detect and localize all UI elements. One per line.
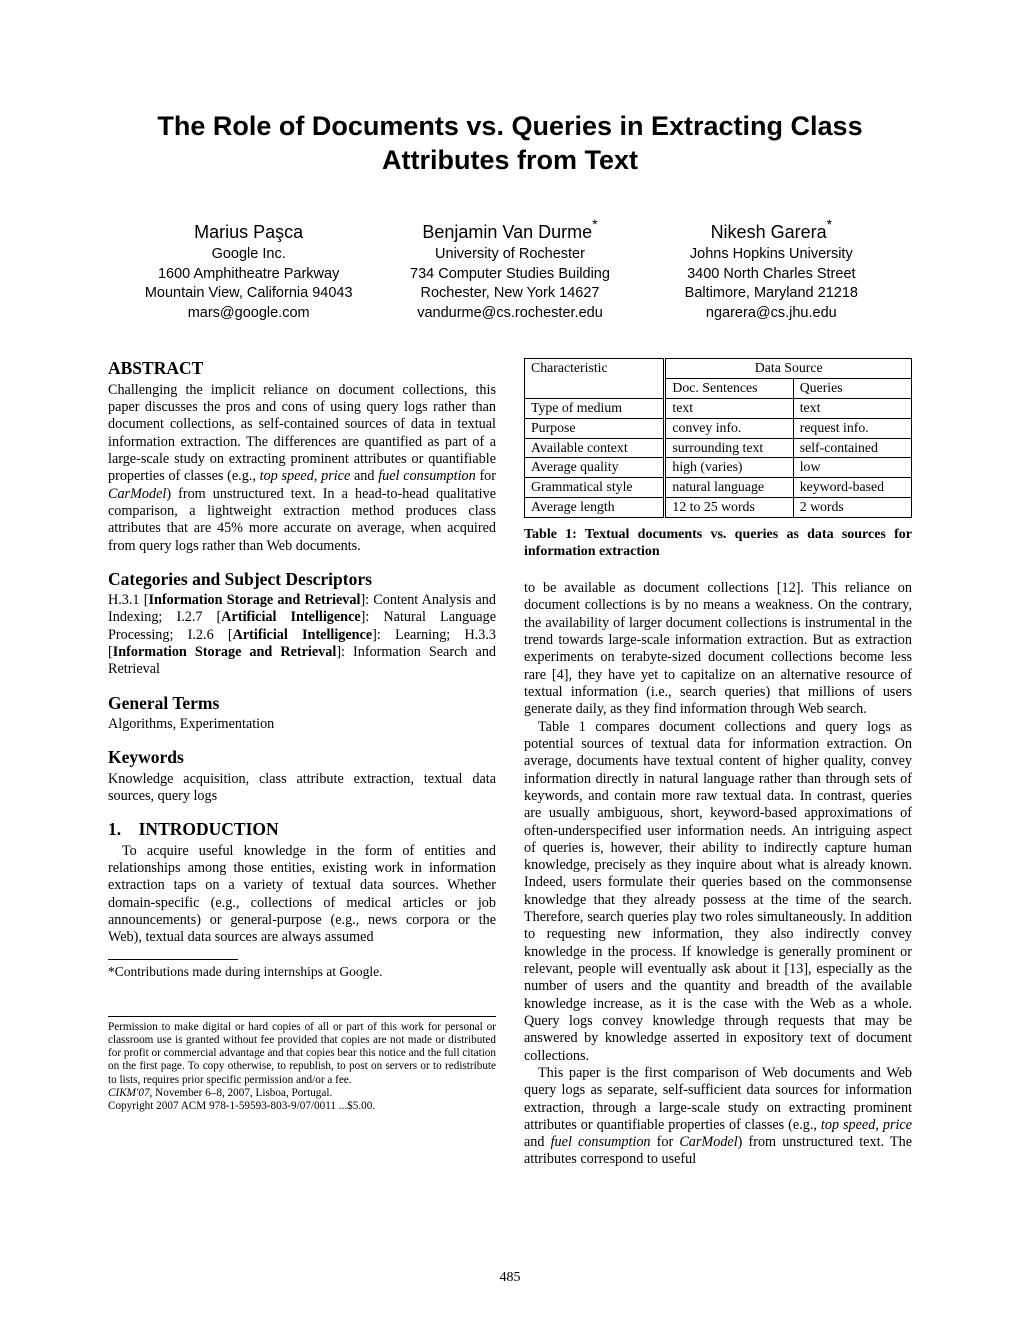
table-sub-doc: Doc. Sentences — [665, 379, 793, 399]
table-row: Average qualityhigh (varies)low — [525, 458, 912, 478]
table-row: Purposeconvey info.request info. — [525, 418, 912, 438]
page-number: 485 — [0, 1270, 1020, 1286]
categories-heading: Categories and Subject Descriptors — [108, 569, 496, 590]
abstract-text: Challenging the implicit reliance on doc… — [108, 382, 496, 555]
author-2-aff: University of Rochester 734 Computer Stu… — [379, 245, 640, 323]
author-3: Nikesh Garera* Johns Hopkins University … — [641, 218, 902, 324]
col2-para-1: to be available as document collections … — [524, 580, 912, 719]
two-column-body: ABSTRACT Challenging the implicit relian… — [108, 358, 912, 1168]
author-2-name: Benjamin Van Durme — [422, 222, 592, 242]
copyright-line: Copyright 2007 ACM 978-1-59593-803-9/07/… — [108, 1100, 375, 1112]
author-1: Marius Paşca Google Inc. 1600 Amphitheat… — [118, 218, 379, 324]
col2-para-2: Table 1 compares document collections an… — [524, 719, 912, 1065]
left-column: ABSTRACT Challenging the implicit relian… — [108, 358, 496, 1168]
author-2-sup: * — [592, 216, 597, 232]
keywords-text: Knowledge acquisition, class attribute e… — [108, 771, 496, 806]
table-row: Average length12 to 25 words2 words — [525, 498, 912, 518]
author-1-name: Marius Paşca — [194, 222, 303, 242]
general-terms-heading: General Terms — [108, 693, 496, 714]
authors-block: Marius Paşca Google Inc. 1600 Amphitheat… — [118, 218, 902, 324]
author-3-sup: * — [827, 216, 832, 232]
paper-title: The Role of Documents vs. Queries in Ext… — [148, 110, 872, 178]
copyright-block: Permission to make digital or hard copie… — [108, 1021, 496, 1114]
copyright-separator — [108, 1016, 496, 1017]
categories-text: H.3.1 [Information Storage and Retrieval… — [108, 592, 496, 679]
footnote-separator — [108, 959, 238, 960]
copyright-venue: CIKM'07, — [108, 1087, 152, 1099]
abstract-heading: ABSTRACT — [108, 358, 496, 379]
intro-para-1: To acquire useful knowledge in the form … — [108, 843, 496, 947]
author-2: Benjamin Van Durme* University of Roches… — [379, 218, 640, 324]
copyright-permission: Permission to make digital or hard copie… — [108, 1021, 496, 1086]
table-1-caption: Table 1: Textual documents vs. queries a… — [524, 526, 912, 560]
table-row: Available contextsurrounding textself-co… — [525, 438, 912, 458]
right-column: Characteristic Data Source Doc. Sentence… — [524, 358, 912, 1168]
table-head-datasource: Data Source — [665, 359, 912, 379]
author-1-aff: Google Inc. 1600 Amphitheatre Parkway Mo… — [118, 245, 379, 323]
table-head-characteristic: Characteristic — [525, 359, 665, 399]
paper-page: The Role of Documents vs. Queries in Ext… — [0, 0, 1020, 1209]
author-3-name: Nikesh Garera — [711, 222, 827, 242]
table-1: Characteristic Data Source Doc. Sentence… — [524, 358, 912, 518]
footnote-text: *Contributions made during internships a… — [108, 964, 496, 980]
keywords-heading: Keywords — [108, 747, 496, 768]
table-sub-queries: Queries — [793, 379, 911, 399]
copyright-date: November 6–8, 2007, Lisboa, Portugal. — [152, 1087, 332, 1099]
table-row: Grammatical stylenatural languagekeyword… — [525, 478, 912, 498]
table-row: Type of mediumtexttext — [525, 399, 912, 419]
introduction-heading: 1. INTRODUCTION — [108, 819, 496, 840]
col2-para-3: This paper is the first comparison of We… — [524, 1065, 912, 1169]
author-3-aff: Johns Hopkins University 3400 North Char… — [641, 245, 902, 323]
general-terms-text: Algorithms, Experimentation — [108, 716, 496, 733]
